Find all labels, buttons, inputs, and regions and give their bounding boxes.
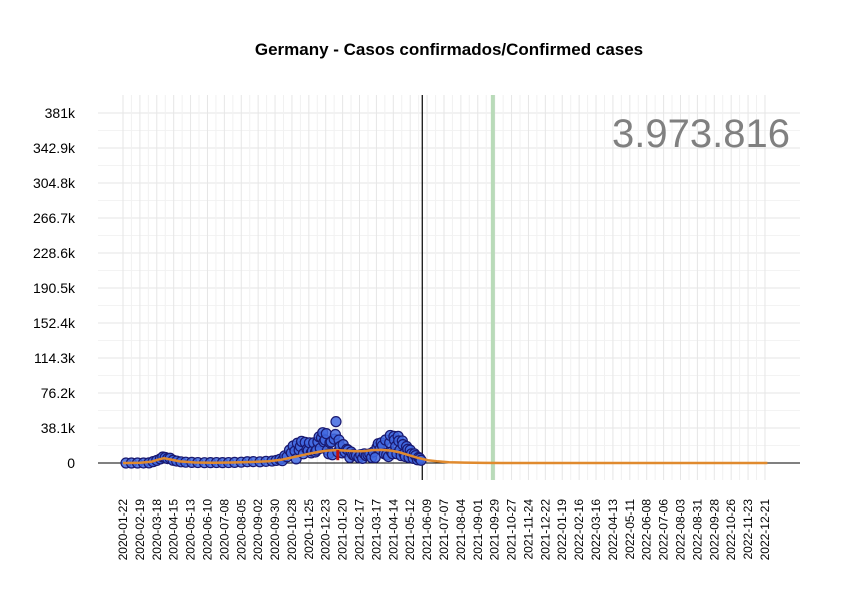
reference-lines — [421, 95, 495, 480]
x-tick-label: 2020-01-22 — [116, 499, 130, 561]
x-tick-label: 2022-11-23 — [741, 499, 755, 560]
x-tick-label: 2022-07-06 — [657, 499, 671, 561]
x-tick-label: 2021-09-01 — [471, 499, 485, 561]
x-tick-label: 2021-08-04 — [454, 499, 468, 561]
y-tick-label: 76.2k — [41, 385, 76, 401]
x-tick-label: 2020-08-05 — [234, 499, 248, 561]
x-tick-label: 2022-09-28 — [707, 499, 721, 561]
x-tick-label: 2021-11-24 — [522, 499, 536, 560]
x-tick-label: 2021-12-22 — [538, 499, 552, 561]
x-tick-label: 2022-03-16 — [589, 499, 603, 561]
x-tick-label: 2020-12-23 — [319, 499, 333, 561]
x-tick-label: 2020-06-10 — [201, 499, 215, 561]
scatter-point — [330, 416, 342, 428]
x-tick-label: 2021-09-29 — [488, 499, 502, 561]
y-tick-label: 0 — [67, 455, 75, 471]
total-cases-annotation: 3.973.816 — [612, 112, 790, 156]
grid — [98, 95, 800, 480]
x-tick-label: 2021-04-14 — [386, 499, 400, 561]
x-tick-label: 2022-06-08 — [640, 499, 654, 561]
chart-title: Germany - Casos confirmados/Confirmed ca… — [255, 40, 643, 59]
x-tick-label: 2022-12-21 — [758, 499, 772, 561]
x-tick-label: 2022-02-16 — [572, 499, 586, 561]
y-tick-label: 152.4k — [33, 315, 76, 331]
x-tick-label: 2020-02-19 — [133, 499, 147, 561]
x-tick-label: 2020-11-25 — [302, 499, 316, 560]
x-tick-label: 2022-04-13 — [606, 499, 620, 561]
y-tick-label: 266.7k — [33, 210, 76, 226]
x-tick-label: 2021-07-07 — [437, 499, 451, 561]
x-tick-label: 2021-05-12 — [403, 499, 417, 561]
y-tick-label: 228.6k — [33, 245, 76, 261]
x-tick-label: 2021-02-17 — [353, 499, 367, 561]
x-tick-label: 2022-08-03 — [674, 499, 688, 561]
x-tick-label: 2020-05-13 — [184, 499, 198, 561]
y-tick-label: 190.5k — [33, 280, 76, 296]
x-tick-label: 2020-04-15 — [167, 499, 181, 561]
x-tick-label: 2022-01-19 — [555, 499, 569, 561]
x-tick-label: 2020-10-28 — [285, 499, 299, 561]
x-tick-label: 2021-01-20 — [336, 499, 350, 561]
x-tick-label: 2022-10-26 — [724, 499, 738, 561]
y-tick-label: 114.3k — [34, 350, 76, 366]
x-tick-label: 2020-09-02 — [251, 499, 265, 561]
x-tick-label: 2021-06-09 — [420, 499, 434, 561]
x-tick-label: 2021-10-27 — [505, 499, 519, 561]
x-tick-label: 2020-07-08 — [217, 499, 231, 561]
plot-area — [120, 416, 768, 469]
y-tick-label: 38.1k — [41, 420, 76, 436]
x-tick-label: 2020-09-30 — [268, 499, 282, 561]
x-tick-label: 2022-05-11 — [623, 499, 637, 560]
y-tick-label: 342.9k — [33, 140, 76, 156]
x-tick-label: 2020-03-18 — [150, 499, 164, 561]
y-tick-label: 304.8k — [33, 175, 76, 191]
x-tick-label: 2021-03-17 — [369, 499, 383, 561]
y-axis-ticks: 0 38.1k 76.2k 114.3k 152.4k 190.5k 228.6k 266.7… — [33, 105, 76, 471]
x-tick-label: 2022-08-31 — [690, 499, 704, 561]
x-axis-ticks: 2020-01-22 2020-02-19 2020-03-18 2020-04-15… — [116, 499, 772, 561]
y-tick-label: 381k — [45, 105, 76, 121]
